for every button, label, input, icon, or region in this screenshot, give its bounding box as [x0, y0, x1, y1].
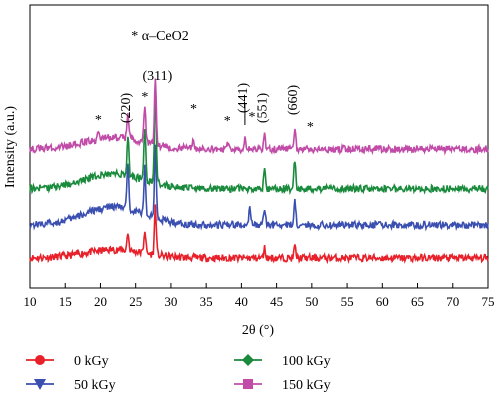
series-line-150-kgy [29, 78, 489, 156]
x-tick-label: 25 [129, 294, 142, 309]
legend-label: 100 kGy [282, 354, 331, 369]
legend-item-0-kgy: 0 kGy [26, 354, 109, 369]
x-axis-ticks: 10 15 20 25 30 35 40 45 50 55 60 65 70 75 [24, 283, 495, 309]
legend-item-50-kgy: 50 kGy [26, 378, 116, 393]
x-tick-label: 45 [270, 294, 283, 309]
peak-label: (551) [256, 93, 271, 124]
x-tick-label: 50 [305, 294, 318, 309]
x-tick-label: 15 [59, 294, 72, 309]
legend-label: 0 kGy [74, 354, 109, 369]
x-tick-label: 60 [376, 294, 389, 309]
x-tick-label: 65 [411, 294, 424, 309]
peak-label: (660) [286, 85, 301, 116]
series-layer [29, 78, 489, 265]
legend-marker [242, 354, 254, 366]
legend: 0 kGy 50 kGy 100 kGy 150 kGy [26, 354, 331, 393]
legend-marker [243, 379, 253, 389]
legend-item-150-kgy: 150 kGy [234, 378, 331, 393]
series-line-50-kgy [29, 144, 489, 232]
x-tick-label: 30 [164, 294, 177, 309]
x-tick-label: 75 [482, 294, 495, 309]
x-tick-label: 35 [200, 294, 213, 309]
star-marker: * [190, 102, 197, 117]
peak-label: (441) [236, 83, 251, 114]
legend-item-100-kgy: 100 kGy [234, 354, 331, 369]
x-tick-label: 70 [446, 294, 459, 309]
annotation-layer: (220) (311) (441) (551) (660) * * * * * * [95, 69, 314, 135]
legend-marker [34, 379, 46, 390]
peak-label: (220) [119, 93, 134, 124]
legend-marker [35, 355, 45, 365]
x-axis-label: 2θ (°) [242, 323, 274, 338]
series-line-0-kgy [29, 204, 489, 265]
star-marker: * [95, 113, 102, 128]
x-tick-label: 40 [235, 294, 248, 309]
star-marker: * [141, 90, 148, 105]
x-tick-label: 55 [341, 294, 354, 309]
legend-label: 150 kGy [282, 378, 331, 393]
star-marker: * [307, 120, 314, 135]
legend-label: 50 kGy [74, 378, 116, 393]
x-tick-label: 10 [24, 294, 37, 309]
star-marker: * [224, 114, 231, 129]
peak-label: (311) [143, 69, 173, 84]
y-axis-label: Intensity (a.u.) [3, 106, 18, 188]
plot-frame [29, 4, 489, 289]
phase-note: * α–CeO2 [131, 29, 189, 44]
series-line-100-kgy [29, 86, 489, 196]
star-marker: * [248, 110, 255, 125]
x-tick-label: 20 [94, 294, 107, 309]
